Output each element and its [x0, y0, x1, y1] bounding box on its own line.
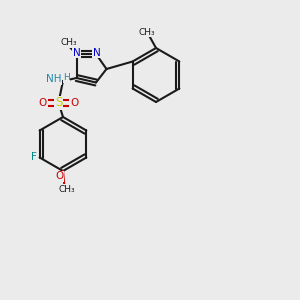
Text: CH₃: CH₃: [139, 28, 155, 37]
Text: N: N: [73, 47, 80, 58]
Text: NH: NH: [46, 74, 62, 85]
Text: O: O: [39, 98, 47, 108]
Text: F: F: [31, 152, 37, 163]
Text: O: O: [55, 171, 64, 182]
Text: O: O: [70, 98, 78, 108]
Text: N: N: [93, 47, 101, 58]
Text: CH₃: CH₃: [58, 184, 75, 194]
Text: S: S: [55, 96, 62, 109]
Text: CH₃: CH₃: [60, 38, 77, 47]
Text: H: H: [63, 74, 70, 82]
